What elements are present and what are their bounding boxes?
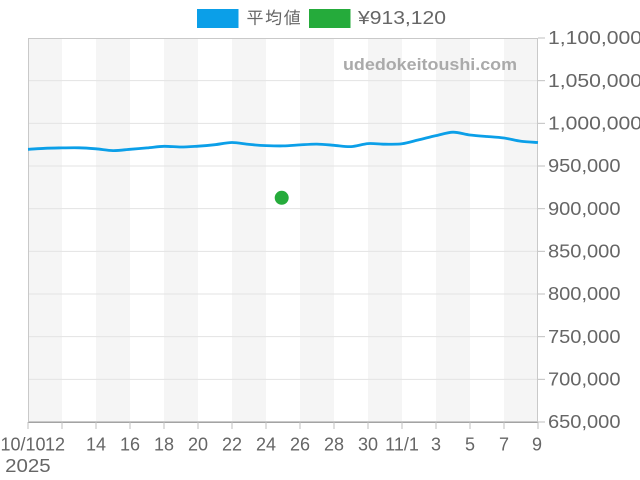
svg-text:9: 9 bbox=[532, 435, 542, 455]
svg-text:1,050,000: 1,050,000 bbox=[548, 71, 640, 91]
svg-text:1,100,000: 1,100,000 bbox=[548, 28, 640, 48]
svg-text:14: 14 bbox=[86, 435, 106, 455]
svg-text:22: 22 bbox=[222, 435, 242, 455]
svg-text:750,000: 750,000 bbox=[548, 327, 621, 347]
svg-text:5: 5 bbox=[465, 435, 475, 455]
svg-text:11/1: 11/1 bbox=[385, 435, 419, 455]
svg-text:24: 24 bbox=[256, 435, 276, 455]
svg-text:3: 3 bbox=[431, 435, 441, 455]
svg-text:udedokeitoushi.com: udedokeitoushi.com bbox=[343, 55, 517, 74]
svg-text:2025: 2025 bbox=[5, 456, 51, 476]
svg-text:7: 7 bbox=[499, 435, 509, 455]
svg-text:26: 26 bbox=[290, 435, 310, 455]
svg-text:28: 28 bbox=[324, 435, 344, 455]
svg-text:950,000: 950,000 bbox=[548, 156, 621, 176]
svg-text:12: 12 bbox=[45, 435, 65, 455]
svg-text:850,000: 850,000 bbox=[548, 242, 621, 262]
svg-text:700,000: 700,000 bbox=[548, 370, 621, 390]
svg-text:800,000: 800,000 bbox=[548, 284, 621, 304]
svg-text:16: 16 bbox=[120, 435, 140, 455]
svg-text:10/10: 10/10 bbox=[0, 435, 45, 455]
svg-text:900,000: 900,000 bbox=[548, 199, 621, 219]
svg-text:30: 30 bbox=[358, 435, 378, 455]
svg-text:¥913,120: ¥913,120 bbox=[357, 7, 446, 28]
svg-text:650,000: 650,000 bbox=[548, 412, 621, 432]
svg-text:20: 20 bbox=[188, 435, 208, 455]
svg-text:18: 18 bbox=[154, 435, 174, 455]
svg-text:1,000,000: 1,000,000 bbox=[548, 114, 640, 134]
